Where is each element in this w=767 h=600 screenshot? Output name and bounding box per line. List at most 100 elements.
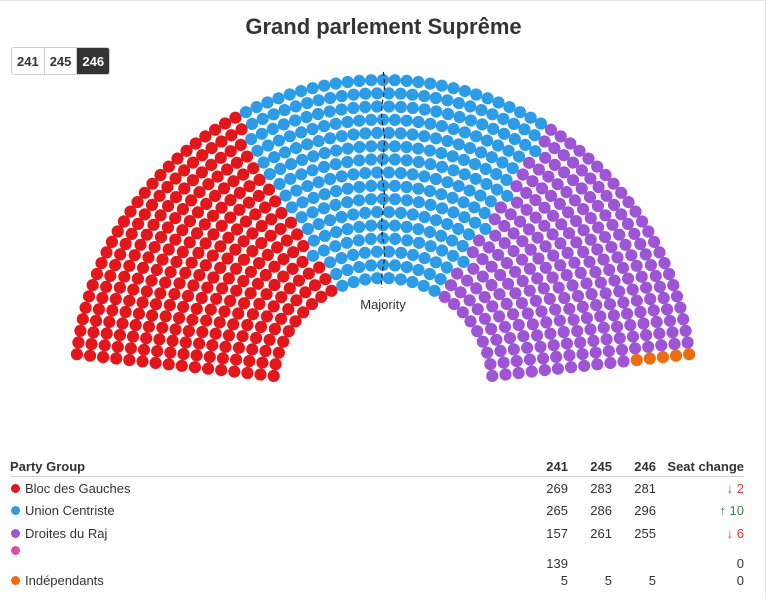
seat-dot-party-0 [240, 150, 254, 163]
seat-dot-party-0 [213, 316, 226, 329]
seat-dot-party-0 [305, 298, 318, 311]
seat-dot-party-0 [169, 212, 182, 225]
seat-dot-party-1 [413, 236, 426, 249]
seat-dot-party-2 [473, 234, 486, 247]
seat-dot-party-1 [468, 201, 481, 214]
seat-dot-party-0 [251, 277, 264, 290]
seat-dot-party-2 [548, 158, 561, 171]
seat-dot-party-0 [111, 340, 124, 353]
seat-dot-party-0 [246, 245, 259, 258]
seat-dot-party-0 [275, 312, 288, 325]
seat-dot-party-1 [485, 151, 498, 164]
seat-dot-party-1 [452, 222, 465, 235]
seat-dot-party-1 [479, 162, 492, 175]
seat-dot-party-1 [245, 133, 258, 146]
seat-dots [70, 73, 696, 382]
seat-dot-party-0 [282, 303, 295, 316]
seat-dot-party-1 [412, 155, 425, 169]
seat-dot-party-1 [347, 208, 360, 221]
chart-title: Grand parlement Suprême [245, 14, 522, 39]
seat-dot-party-2 [653, 246, 666, 259]
seat-dot-party-0 [169, 323, 182, 336]
seat-dot-party-1 [400, 154, 413, 167]
seat-dot-party-1 [435, 160, 449, 173]
seat-dot-party-1 [400, 180, 413, 194]
seat-dot-party-1 [341, 75, 354, 89]
seat-dot-party-0 [268, 278, 281, 292]
seat-dot-party-2 [547, 339, 560, 352]
seat-dot-party-2 [628, 227, 641, 240]
seat-dot-party-2 [587, 334, 600, 347]
seat-dot-party-0 [313, 261, 326, 274]
party-name: Droites du Raj [25, 525, 108, 541]
seat-dot-party-2 [630, 294, 643, 307]
seat-dot-party-1 [500, 173, 513, 186]
seat-dot-party-0 [230, 262, 243, 275]
seat-dot-party-1 [324, 91, 337, 105]
seat-dot-party-0 [161, 221, 174, 234]
seat-dot-party-2 [560, 269, 573, 282]
seat-dot-party-0 [267, 369, 280, 382]
seat-dot-party-2 [622, 196, 635, 209]
seat-dot-party-0 [230, 223, 244, 236]
seat-dot-party-2 [597, 321, 610, 334]
seat-dot-party-1 [295, 211, 308, 224]
seat-dot-party-2 [554, 130, 567, 143]
seat-dot-party-2 [648, 235, 661, 248]
seat-dot-party-2 [535, 182, 549, 195]
seat-dot-party-2 [636, 215, 649, 228]
seats-245: 286 [590, 503, 612, 519]
seat-dot-party-0 [173, 311, 186, 325]
tab-session-241[interactable]: 241 [12, 48, 45, 74]
header-session-241: 241 [546, 458, 568, 474]
seat-dot-party-1 [492, 96, 505, 109]
seat-dot-party-2 [494, 201, 507, 214]
seat-dot-party-1 [371, 126, 384, 139]
seat-dot-party-0 [169, 191, 183, 204]
seat-dot-party-1 [301, 180, 314, 193]
seat-dot-party-2 [644, 292, 657, 306]
seat-dot-party-2 [551, 178, 564, 191]
seat-dot-party-0 [259, 268, 272, 282]
seat-dot-party-2 [484, 358, 497, 371]
seat-dot-party-0 [235, 123, 248, 136]
seat-dot-party-1 [441, 94, 454, 107]
seat-dot-party-0 [284, 216, 297, 229]
seat-dot-party-0 [204, 303, 217, 316]
seat-dot-party-2 [532, 163, 546, 176]
tab-session-246[interactable]: 246 [77, 48, 110, 74]
seat-dot-party-1 [423, 226, 436, 239]
seat-dot-party-1 [341, 223, 354, 236]
seat-dot-party-0 [243, 355, 256, 368]
seat-dot-party-0 [254, 320, 268, 333]
seat-dot-party-1 [256, 112, 269, 125]
seat-dot-party-0 [238, 297, 251, 310]
seat-dot-party-0 [229, 243, 242, 256]
seat-dot-party-1 [491, 139, 505, 152]
tab-session-245[interactable]: 245 [44, 48, 78, 74]
seat-dot-party-1 [406, 101, 419, 115]
seat-dot-party-2 [592, 180, 605, 194]
parliament-chart: Majority [70, 71, 696, 382]
seat-dot-party-1 [335, 252, 348, 265]
seat-dot-party-2 [521, 307, 534, 320]
seat-dot-party-0 [253, 257, 266, 270]
seat-dot-party-2 [591, 358, 604, 371]
seat-dot-party-2 [523, 284, 536, 297]
seat-dot-party-0 [241, 366, 254, 380]
seat-dot-party-0 [150, 263, 163, 276]
seat-dot-party-0 [271, 241, 284, 254]
seat-dot-party-0 [277, 335, 290, 348]
seat-dot-party-1 [347, 168, 360, 181]
seat-dot-party-2 [615, 186, 628, 199]
seat-dot-party-2 [507, 245, 520, 258]
table-row: Union Centriste 265 286 296 ↑ 10 [10, 500, 744, 523]
seat-dot-party-1 [371, 166, 384, 179]
seat-dot-party-2 [546, 271, 559, 284]
seat-dot-party-1 [359, 100, 372, 114]
seat-dot-party-1 [341, 196, 354, 209]
seats-245: 283 [590, 480, 612, 496]
seat-dot-party-1 [529, 145, 542, 158]
seat-dot-party-1 [335, 170, 348, 183]
seat-dot-party-0 [227, 175, 240, 188]
